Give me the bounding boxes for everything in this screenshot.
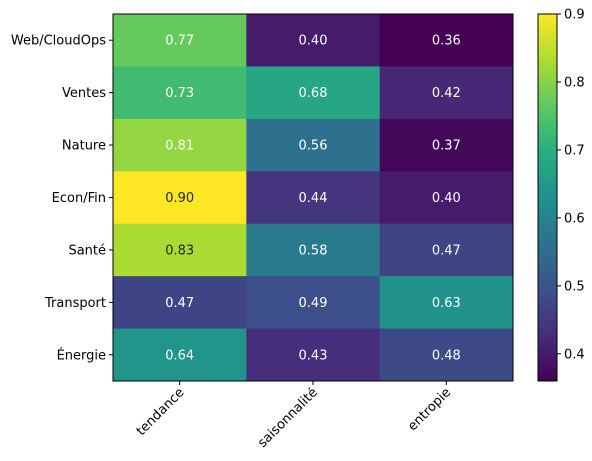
cell-value-label: 0.40 xyxy=(299,34,328,49)
y-tick-label: Econ/Fin xyxy=(52,191,106,206)
heatmap-cell xyxy=(246,223,381,277)
cell-value-label: 0.73 xyxy=(165,86,194,101)
colorbar-tick-label: 0.6 xyxy=(564,211,585,226)
cell-value-label: 0.63 xyxy=(432,296,461,311)
cell-value-label: 0.37 xyxy=(432,139,461,154)
cell-value-label: 0.68 xyxy=(299,86,328,101)
heatmap-cell xyxy=(379,66,514,120)
x-tick-label: saisonnalité xyxy=(255,385,321,451)
heatmap-cell xyxy=(113,118,247,172)
x-axis: tendance saisonnalité entropie xyxy=(134,381,454,451)
heatmap-cell xyxy=(379,118,514,172)
cell-value-label: 0.83 xyxy=(165,243,194,258)
y-tick-label: Énergie xyxy=(57,347,106,363)
colorbar-ticks: 0.4 0.5 0.6 0.7 0.8 0.9 xyxy=(557,8,585,362)
y-axis: Web/CloudOps Ventes Nature Econ/Fin Santé Tra… xyxy=(11,34,113,363)
heatmap-cell xyxy=(246,171,381,225)
heatmap-cell-labels: 0.77 0.40 0.36 0.73 0.68 0.42 0.81 0.56 0.37 0.90… xyxy=(165,34,461,364)
cell-value-label: 0.36 xyxy=(432,34,461,49)
colorbar-gradient xyxy=(538,14,557,381)
x-tick-label: tendance xyxy=(134,385,188,439)
heatmap-cell xyxy=(379,14,514,67)
heatmap-cell xyxy=(246,14,381,67)
heatmap-cell xyxy=(246,276,381,330)
cell-value-label: 0.43 xyxy=(299,348,328,363)
cell-value-label: 0.81 xyxy=(165,139,194,154)
heatmap-cell xyxy=(113,14,247,67)
cell-value-label: 0.40 xyxy=(432,191,461,206)
y-tick-label: Ventes xyxy=(62,86,106,101)
colorbar-tick-label: 0.4 xyxy=(564,347,585,362)
cell-value-label: 0.77 xyxy=(165,34,194,49)
colorbar-tick-label: 0.7 xyxy=(564,143,585,158)
heatmap-cell xyxy=(113,276,247,330)
y-tick-label: Transport xyxy=(44,296,106,311)
cell-value-label: 0.48 xyxy=(432,348,461,363)
heatmap-cell xyxy=(379,328,514,382)
colorbar-tick-label: 0.5 xyxy=(564,279,585,294)
heatmap-cell xyxy=(246,118,381,172)
y-tick-label: Nature xyxy=(62,139,106,154)
cell-value-label: 0.47 xyxy=(165,296,194,311)
colorbar-frame xyxy=(537,13,558,382)
cell-value-label: 0.90 xyxy=(165,191,194,206)
heatmap-cell xyxy=(379,276,514,330)
y-tick-label: Web/CloudOps xyxy=(11,34,106,49)
heatmap-cell xyxy=(246,66,381,120)
y-tick-label: Santé xyxy=(68,243,106,258)
x-tick-label: entropie xyxy=(405,385,454,434)
colorbar-tick-label: 0.9 xyxy=(564,8,585,23)
cell-value-label: 0.42 xyxy=(432,86,461,101)
cell-value-label: 0.58 xyxy=(299,243,328,258)
heatmap-cell xyxy=(113,223,247,277)
cell-value-label: 0.44 xyxy=(299,191,328,206)
heatmap-cell xyxy=(379,223,514,277)
colorbar-tick-label: 0.8 xyxy=(564,75,585,90)
heatmap-cell xyxy=(113,66,247,120)
cell-value-label: 0.47 xyxy=(432,243,461,258)
cell-value-label: 0.49 xyxy=(299,296,328,311)
heatmap-cell xyxy=(246,328,381,382)
heatmap-cell xyxy=(379,171,514,225)
cell-value-label: 0.56 xyxy=(299,139,328,154)
cell-value-label: 0.64 xyxy=(165,348,194,363)
heatmap-cell xyxy=(113,171,247,225)
heatmap-cells xyxy=(113,14,514,382)
heatmap-cell xyxy=(113,328,247,382)
colorbar: 0.4 0.5 0.6 0.7 0.8 0.9 xyxy=(537,8,585,382)
